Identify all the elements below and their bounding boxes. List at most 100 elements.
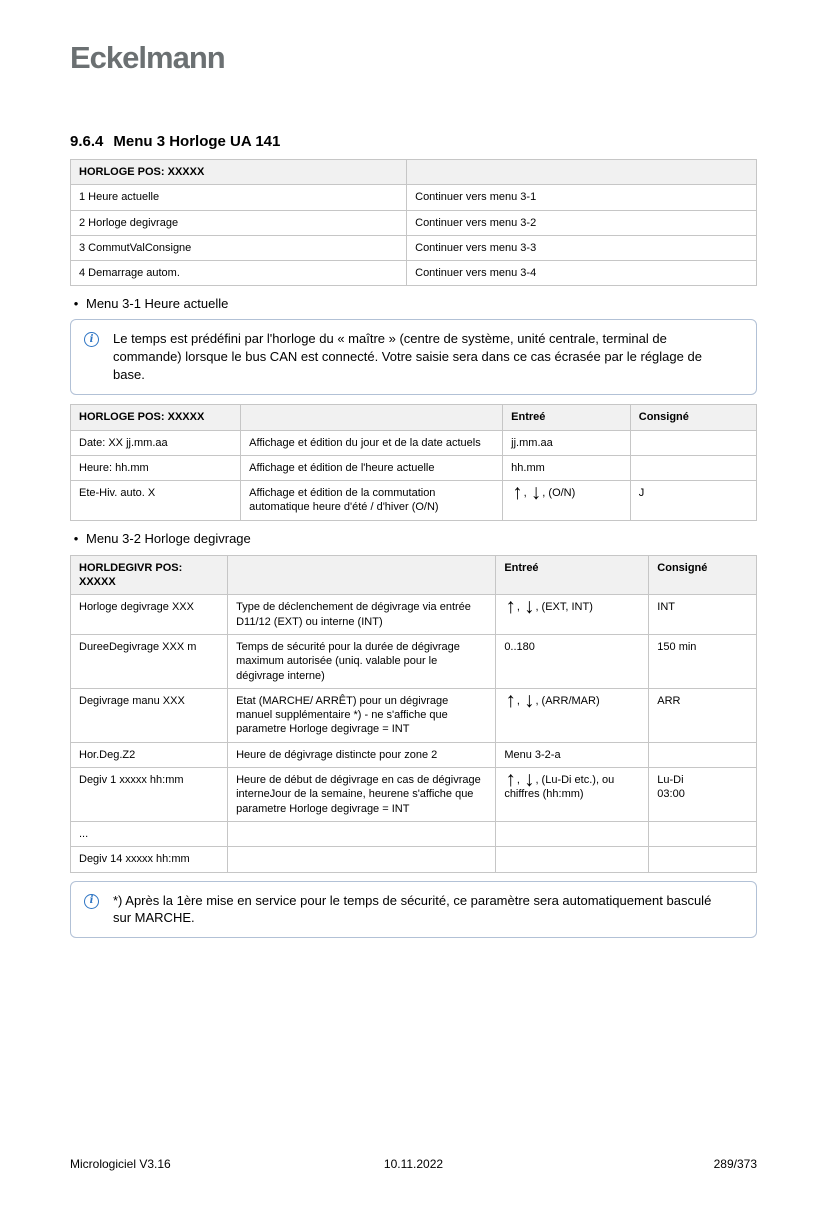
table-cell: Continuer vers menu 3-2 <box>406 209 757 236</box>
bullet-dot: • <box>73 296 79 312</box>
table-cell: Horloge degivrage XXX <box>69 594 229 635</box>
table-header-cell <box>227 554 497 596</box>
info-text: *) Après la 1ère mise en service pour le… <box>113 892 712 926</box>
arrow-down-icon: ↓ <box>523 688 535 712</box>
table-cell: Date: XX jj.mm.aa <box>69 429 242 456</box>
table-row: Horloge degivrage XXX Type de déclencheme… <box>69 594 757 635</box>
table-menu-3-1-heure-actuelle: HORLOGE POS: XXXXX Entreé Consigné Date: XX… <box>69 404 758 521</box>
bullet-menu-3-2: • Menu 3-2 Horloge degivrage <box>70 531 757 546</box>
arrow-up-icon: ↑ <box>505 595 516 619</box>
table-cell: Continuer vers menu 3-3 <box>406 234 757 262</box>
table-cell: Lu-Di 03:00 <box>648 767 757 822</box>
table-menu-3-2-horloge-degivrage: HORLDEGIVR POS: XXXXX Entreé Consigné Horlo… <box>69 554 757 873</box>
table-cell: Etat (MARCHE/ ARRÊT) pour un dégivrage m… <box>227 687 497 743</box>
section-number: 9.6.4 <box>70 133 104 150</box>
table-header-cell: Consigné <box>648 554 757 596</box>
table-row: DureeDegivrage XXX m Temps de sécurité po… <box>69 633 757 689</box>
table-header-cell <box>406 158 757 186</box>
table-row: 4 Demarrage autom. Continuer vers menu 3-… <box>69 260 757 287</box>
table-row: Ete-Hiv. auto. X Affichage et édition de … <box>69 480 758 521</box>
table-cell: INT <box>648 594 757 635</box>
table-cell: Type de déclenchement de dégivrage via e… <box>227 594 497 635</box>
table-header-cell: Consigné <box>629 404 758 431</box>
table-cell: Heure de début de dégivrage en cas de dé… <box>227 767 497 822</box>
info-icon: i <box>84 893 99 909</box>
arrow-up-icon: ↑ <box>505 688 516 712</box>
table-header-row: HORLDEGIVR POS: XXXXX Entreé Consigné <box>69 554 757 596</box>
table-cell: Ete-Hiv. auto. X <box>69 480 242 521</box>
footer-page-number: 289/373 <box>713 1157 757 1171</box>
table-cell: Temps de sécurité pour la durée de dégiv… <box>227 633 497 689</box>
table-cell: Heure: hh.mm <box>69 454 242 482</box>
table-cell: 150 min <box>648 633 757 689</box>
info-box-can-bus: i Le temps est prédéfini par l'horloge d… <box>70 319 757 396</box>
section-heading: 9.6.4 Menu 3 Horloge UA 141 <box>70 133 757 150</box>
table-cell: ↑, ↓, (ARR/MAR) <box>495 687 650 743</box>
table-cell: Heure de dégivrage distincte pour zone 2 <box>227 741 497 769</box>
table-row: Heure: hh.mm Affichage et édition de l'he… <box>69 454 758 482</box>
table-row: Degivrage manu XXX Etat (MARCHE/ ARRÊT) p… <box>69 687 757 743</box>
table-cell: ARR <box>648 687 757 743</box>
table-header-cell <box>240 404 504 431</box>
table-cell: 0..180 <box>495 633 650 689</box>
table-cell: Hor.Deg.Z2 <box>69 741 229 769</box>
arrow-down-icon: ↓ <box>523 768 535 792</box>
table-row: Hor.Deg.Z2 Heure de dégivrage distincte p… <box>69 741 757 769</box>
bullet-label: Menu 3-2 Horloge degivrage <box>86 530 251 546</box>
table-cell <box>495 820 650 848</box>
table-row: Date: XX jj.mm.aa Affichage et édition du… <box>69 429 758 456</box>
table-header-cell: HORLOGE POS: XXXXX <box>69 158 408 186</box>
table-cell: Affichage et édition de l'heure actuelle <box>240 454 504 482</box>
table-cell: DureeDegivrage XXX m <box>69 633 229 689</box>
table-cell: jj.mm.aa <box>502 429 631 456</box>
table-cell <box>648 820 757 848</box>
table-cell: Affichage et édition du jour et de la da… <box>240 429 504 456</box>
table-cell: ↑, ↓, (EXT, INT) <box>495 594 650 635</box>
page-content: Eckelmann 9.6.4 Menu 3 Horloge UA 141 HOR… <box>69 40 758 939</box>
table-cell <box>648 741 757 769</box>
table-cell: ↑, ↓, (O/N) <box>502 480 631 521</box>
table-cell: Menu 3-2-a <box>495 741 650 769</box>
table-cell <box>648 846 757 873</box>
table-row: 2 Horloge degivrage Continuer vers menu 3… <box>69 209 757 236</box>
table-cell: 3 CommutValConsigne <box>69 234 408 262</box>
table-cell: ↑, ↓, (Lu-Di etc.), ou chiffres (hh:mm) <box>495 767 650 822</box>
table-cell: J <box>629 480 758 521</box>
table-cell <box>629 454 758 482</box>
arrow-down-icon: ↓ <box>523 595 535 619</box>
footer-version: Micrologiciel V3.16 <box>70 1157 171 1171</box>
table-cell: 2 Horloge degivrage <box>69 209 408 236</box>
table-header-cell: Entreé <box>495 554 650 596</box>
table-cell: Affichage et édition de la commutation a… <box>240 480 504 521</box>
table-row: Degiv 1 xxxxx hh:mm Heure de début de dég… <box>69 767 757 822</box>
table-cell: hh.mm <box>502 454 631 482</box>
section-title: Menu 3 Horloge UA 141 <box>113 133 281 150</box>
table-cell: 1 Heure actuelle <box>69 184 408 211</box>
arrow-down-icon: ↓ <box>530 481 542 505</box>
table-cell: Continuer vers menu 3-1 <box>406 184 757 211</box>
table-cell <box>629 429 758 456</box>
info-icon: i <box>84 332 99 348</box>
table-menu-3-overview: HORLOGE POS: XXXXX 1 Heure actuelle Contin… <box>69 158 757 287</box>
table-cell: ... <box>69 820 229 848</box>
info-text: Le temps est prédéfini par l'horloge du … <box>113 331 702 383</box>
bullet-menu-3-1: • Menu 3-1 Heure actuelle <box>70 296 757 311</box>
table-cell: Continuer vers menu 3-4 <box>406 260 757 287</box>
table-row: ... <box>69 820 757 848</box>
table-row: Degiv 14 xxxxx hh:mm <box>69 846 757 873</box>
table-cell <box>495 846 650 873</box>
table-header-row: HORLOGE POS: XXXXX Entreé Consigné <box>69 404 758 431</box>
table-cell: Degivrage manu XXX <box>69 687 229 743</box>
table-header-row: HORLOGE POS: XXXXX <box>69 158 757 186</box>
bullet-label: Menu 3-1 Heure actuelle <box>86 296 229 312</box>
table-header-cell: Entreé <box>502 404 631 431</box>
page-footer: Micrologiciel V3.16 10.11.2022 289/373 <box>70 1157 757 1171</box>
bullet-dot: • <box>73 530 79 546</box>
table-cell: Degiv 14 xxxxx hh:mm <box>69 846 229 873</box>
table-header-cell: HORLOGE POS: XXXXX <box>69 404 242 431</box>
table-cell: 4 Demarrage autom. <box>69 260 408 287</box>
info-box-marche-note: i *) Après la 1ère mise en service pour … <box>70 880 757 939</box>
table-row: 3 CommutValConsigne Continuer vers menu 3… <box>69 234 757 262</box>
table-cell <box>227 846 497 873</box>
arrow-up-icon: ↑ <box>512 481 523 505</box>
